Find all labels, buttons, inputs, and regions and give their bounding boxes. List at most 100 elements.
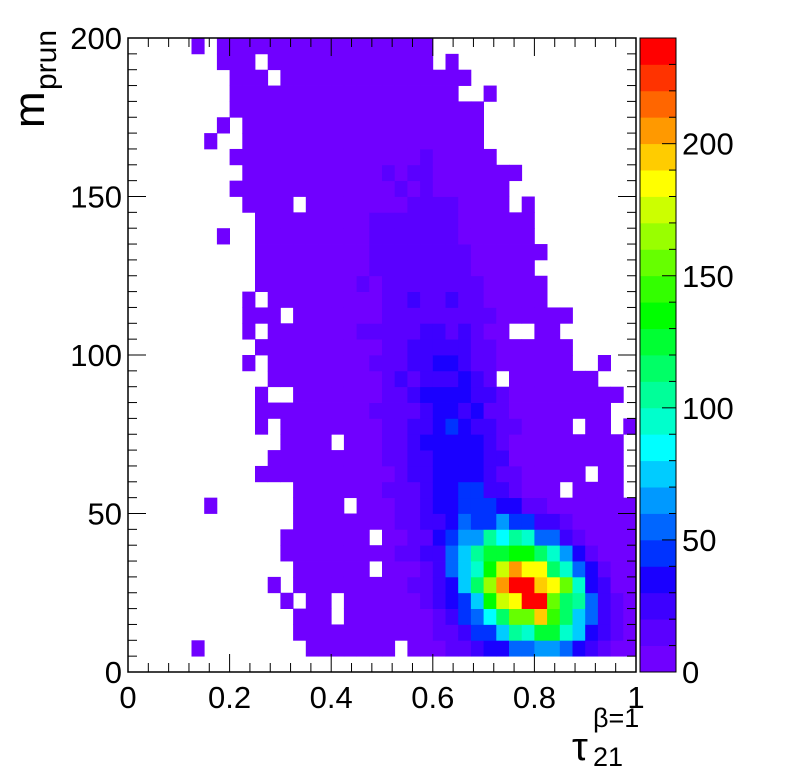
heatmap-cell: [356, 418, 370, 435]
heatmap-cell: [394, 339, 408, 356]
heatmap-cell: [331, 323, 345, 340]
heatmap-cell: [407, 53, 421, 71]
heatmap-cell: [521, 592, 535, 609]
heatmap-cell: [369, 386, 383, 403]
heatmap-cell: [420, 291, 434, 308]
heatmap-cell: [407, 640, 421, 657]
heatmap-cell: [496, 355, 510, 372]
heatmap-cell: [623, 497, 637, 514]
heatmap-cell: [394, 53, 408, 71]
heatmap-cell: [407, 592, 421, 609]
heatmap-cell: [483, 434, 497, 451]
heatmap-cell: [432, 355, 446, 372]
heatmap-cell: [509, 402, 523, 419]
heatmap-cell: [458, 259, 472, 277]
heatmap-cell: [623, 561, 637, 578]
heatmap-cell: [547, 323, 561, 340]
heatmap-cell: [369, 434, 383, 451]
heatmap-cell: [597, 529, 611, 546]
heatmap-cell: [509, 576, 523, 594]
heatmap-cell: [420, 339, 434, 356]
y-tick-label: 100: [70, 338, 122, 373]
heatmap-cell: [585, 497, 599, 514]
heatmap-cell: [420, 117, 434, 134]
heatmap-cell: [356, 339, 370, 356]
heatmap-cell: [305, 275, 319, 292]
heatmap-cell: [496, 259, 510, 277]
heatmap-cell: [343, 402, 357, 419]
colorbar-segment: [640, 328, 676, 356]
heatmap-cell: [394, 545, 408, 562]
x-axis-title-subscript: 21: [593, 742, 623, 772]
heatmap-cell: [534, 244, 548, 261]
y-tick-label: 0: [105, 655, 122, 690]
heatmap-cell: [509, 418, 523, 435]
heatmap-cell: [597, 624, 611, 641]
heatmap-cell: [445, 180, 459, 197]
heatmap-cell: [305, 402, 319, 419]
heatmap-cell: [445, 561, 459, 578]
heatmap-cell: [445, 323, 459, 340]
heatmap-cell: [343, 85, 357, 102]
heatmap-cell: [267, 244, 281, 261]
heatmap-cell: [356, 275, 370, 292]
heatmap-cell: [305, 529, 319, 546]
heatmap-cell: [331, 355, 345, 372]
heatmap-cell: [394, 133, 408, 150]
colorbar: [640, 38, 676, 673]
heatmap-cell: [432, 465, 446, 483]
heatmap-cell: [305, 608, 319, 625]
heatmap-cell: [432, 497, 446, 514]
heatmap-cell: [521, 434, 535, 451]
heatmap-cell: [483, 481, 497, 499]
heatmap-cell: [534, 529, 548, 546]
heatmap-cell: [407, 481, 421, 499]
heatmap-cell: [483, 513, 497, 530]
heatmap-cell: [547, 481, 561, 499]
heatmap-cell: [509, 244, 523, 261]
heatmap-cell: [483, 402, 497, 419]
heatmap-cell: [343, 370, 357, 388]
heatmap-cell: [407, 275, 421, 292]
heatmap-cell: [547, 402, 561, 419]
heatmap-cell: [509, 259, 523, 277]
heatmap-cell: [610, 624, 624, 641]
heatmap-cell: [445, 592, 459, 609]
heatmap-cell: [267, 164, 281, 182]
heatmap-cell: [305, 370, 319, 388]
heatmap-cell: [293, 386, 307, 403]
heatmap-cell: [572, 576, 586, 594]
heatmap-cell: [496, 402, 510, 419]
heatmap-cell: [547, 465, 561, 483]
heatmap-cell: [305, 513, 319, 530]
heatmap-cell: [369, 101, 383, 118]
heatmap-cell: [445, 339, 459, 356]
heatmap-cell: [483, 450, 497, 467]
heatmap-cell: [547, 355, 561, 372]
heatmap-cell: [394, 576, 408, 594]
heatmap-cell: [280, 450, 294, 467]
heatmap-cell: [445, 434, 459, 451]
heatmap-cell: [255, 180, 269, 197]
heatmap-cell: [267, 307, 281, 324]
heatmap-cell: [470, 133, 484, 150]
heatmap-cell: [369, 339, 383, 356]
heatmap-cell: [432, 133, 446, 150]
heatmap-cell: [293, 228, 307, 245]
heatmap-cell: [255, 117, 269, 134]
heatmap-cell: [572, 402, 586, 419]
heatmap-cell: [293, 101, 307, 118]
heatmap-cell: [521, 529, 535, 546]
heatmap-cell: [280, 101, 294, 118]
heatmap-cell: [496, 180, 510, 197]
heatmap-cell: [407, 418, 421, 435]
heatmap-cell: [534, 434, 548, 451]
heatmap-cell: [547, 386, 561, 403]
heatmap-cell: [585, 529, 599, 546]
heatmap-cell: [496, 576, 510, 594]
heatmap-cell: [407, 450, 421, 467]
heatmap-cell: [420, 561, 434, 578]
heatmap-cell: [293, 624, 307, 641]
colorbar-segment: [640, 513, 676, 541]
heatmap-cell: [420, 85, 434, 102]
